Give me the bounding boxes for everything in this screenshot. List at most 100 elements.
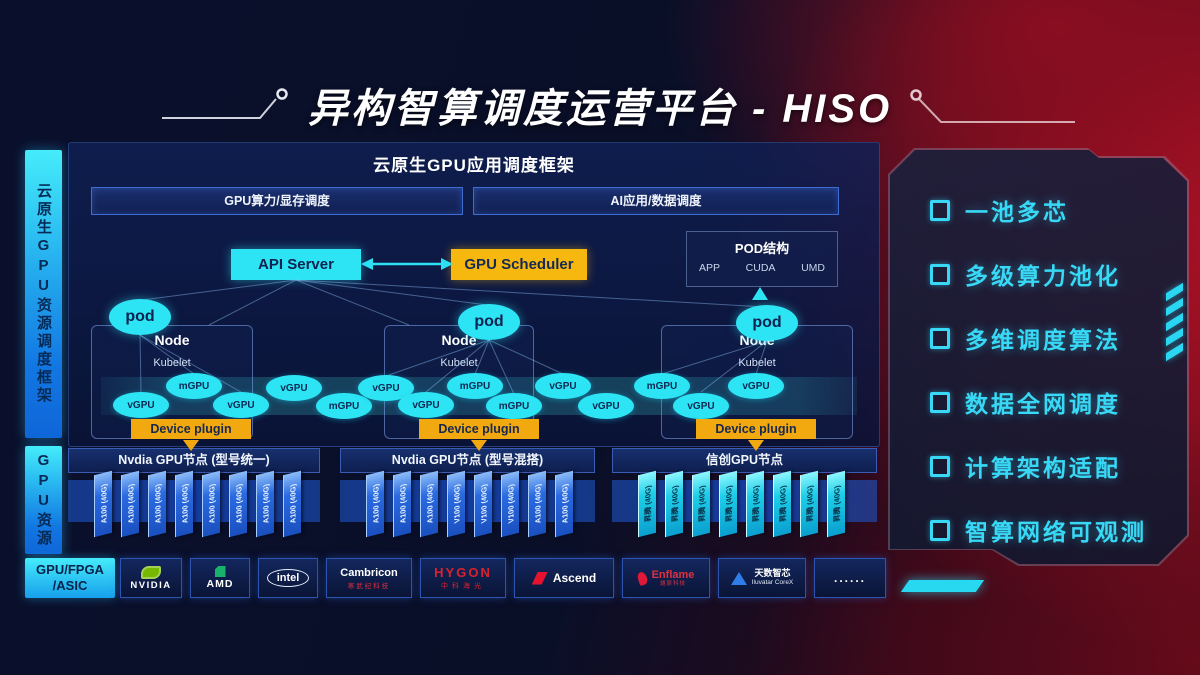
- pod-structure-box: POD结构 APP CUDA UMD: [686, 231, 838, 287]
- gpu-card: 昇腾 (40G): [746, 470, 764, 538]
- vgpu-ellipse: vGPU: [673, 393, 729, 419]
- gpu-scheduler-box: GPU Scheduler: [451, 249, 587, 280]
- vendor-name: Ascend: [552, 571, 597, 585]
- vendor-logo-hygon: HYGON 中科海光: [420, 558, 506, 598]
- sidebar-gpu-resources-label: GPU资源: [25, 446, 62, 554]
- kubelet-label: Kubelet: [440, 357, 478, 369]
- vendor-name: Enflame: [651, 568, 695, 581]
- vgpu-ellipse: vGPU: [398, 392, 454, 418]
- pod-structure-item: APP: [699, 262, 721, 274]
- mgpu-ellipse: mGPU: [486, 393, 542, 419]
- checkbox-icon: [930, 519, 950, 541]
- kubelet-label: Kubelet: [738, 357, 776, 369]
- checkbox-icon: [930, 199, 950, 221]
- feature-item: 一池多芯: [930, 196, 1147, 225]
- iluvatar-icon: [730, 571, 747, 585]
- nvidia-icon: [141, 565, 161, 579]
- gpu-card: 昇腾 (40G): [773, 470, 791, 538]
- hazard-stripes-icon: [1166, 282, 1183, 362]
- gpu-card: A100 (40G): [229, 470, 247, 538]
- vendor-logo-row: NVIDIA AMD intel Cambricon 寒武纪科技 HYGON 中科海光 Asc…: [120, 558, 886, 598]
- pod-structure-item: CUDA: [745, 262, 776, 274]
- device-plugin-box-3: Device plugin: [696, 419, 816, 439]
- feature-item: 数据全网调度: [930, 388, 1147, 417]
- gpu-section-mixed: Nvdia GPU节点 (型号混搭) A100 (40G) A100 (40G) A…: [340, 448, 595, 552]
- feature-item: 多维调度算法: [930, 324, 1147, 353]
- gpu-card: A100 (40G): [555, 470, 573, 538]
- feature-label: 一池多芯: [965, 199, 1069, 225]
- gpu-card: A100 (40G): [121, 470, 139, 538]
- framework-panel: 云原生GPU应用调度框架 GPU算力/显存调度 AI应用/数据调度 API Se…: [68, 142, 880, 451]
- checkbox-icon: [930, 391, 950, 413]
- pod-structure-title: POD结构: [734, 241, 790, 256]
- gpu-card: A100 (40G): [283, 470, 301, 538]
- feature-label: 数据全网调度: [965, 391, 1121, 417]
- pod-ellipse-3: pod: [736, 305, 798, 341]
- device-plugin-arrow-icon: [748, 440, 764, 451]
- device-plugin-arrow-icon: [471, 440, 487, 451]
- vendor-subtitle: Iluvatar CoreX: [751, 579, 794, 587]
- pod-to-podstructure-arrow-icon: [752, 287, 768, 300]
- vendor-logo-more: ......: [814, 558, 886, 598]
- scheduler-bar-ai: AI应用/数据调度: [473, 187, 839, 215]
- hardware-types-label: GPU/FPGA /ASIC: [25, 558, 115, 598]
- mgpu-ellipse: mGPU: [634, 373, 690, 399]
- vendor-name: intel: [266, 569, 310, 587]
- mgpu-ellipse: mGPU: [166, 373, 222, 399]
- pod-structure-item: UMD: [801, 262, 825, 274]
- gpu-card: A100 (40G): [94, 470, 112, 538]
- gpu-card: A100 (40G): [528, 470, 546, 538]
- vendor-logo-nvidia: NVIDIA: [120, 558, 182, 598]
- feature-label: 多级算力池化: [965, 263, 1121, 289]
- kubelet-label: Kubelet: [153, 357, 191, 369]
- vgpu-ellipse: vGPU: [728, 373, 784, 399]
- feature-item: 计算架构适配: [930, 452, 1147, 481]
- gpu-card: 昇腾 (40G): [692, 470, 710, 538]
- mgpu-ellipse: mGPU: [447, 373, 503, 399]
- framework-header: 云原生GPU应用调度框架: [373, 156, 575, 175]
- checkbox-icon: [930, 263, 950, 285]
- gpu-card: A100 (40G): [202, 470, 220, 538]
- feature-list: 一池多芯多级算力池化 多维调度算法 数据全网调度计算架构适配智算网络可观测: [930, 196, 1147, 545]
- pod-ellipse-1: pod: [109, 299, 171, 335]
- vendor-subtitle: 燧原科技: [659, 581, 686, 588]
- vendor-logo-iluvatar: 天数智芯 Iluvatar CoreX: [718, 558, 806, 598]
- vendor-logo-enflame: Enflame 燧原科技: [622, 558, 710, 598]
- feature-label: 智算网络可观测: [965, 519, 1147, 545]
- gpu-card: 昇腾 (40G): [827, 470, 845, 538]
- device-plugin-box-1: Device plugin: [131, 419, 251, 439]
- scheduler-bar-compute: GPU算力/显存调度: [91, 187, 463, 215]
- vendor-name: Cambricon: [340, 566, 398, 579]
- gpu-card: A100 (40G): [366, 470, 384, 538]
- vgpu-ellipse: vGPU: [213, 392, 269, 418]
- page-title: 异构智算调度运营平台 - HISO: [307, 87, 893, 131]
- mgpu-ellipse: mGPU: [316, 393, 372, 419]
- vgpu-ellipse: vGPU: [113, 392, 169, 418]
- vgpu-ellipse: vGPU: [578, 393, 634, 419]
- vgpu-ellipse: vGPU: [358, 375, 414, 401]
- gpu-section-header: Nvdia GPU节点 (型号混搭): [340, 448, 595, 473]
- feature-label: 多维调度算法: [965, 327, 1121, 353]
- device-plugin-box-2: Device plugin: [419, 419, 539, 439]
- vendor-name: ......: [833, 571, 866, 585]
- gpu-section-header: 信创GPU节点: [612, 448, 877, 473]
- gpu-section-xinchuang: 信创GPU节点 昇腾 (40G) 昇腾 (40G) 昇腾 (40G) 昇腾 (40G)…: [612, 448, 877, 552]
- pod-ellipse-2: pod: [458, 304, 520, 340]
- vendor-logo-cambricon: Cambricon 寒武纪科技: [326, 558, 412, 598]
- sidebar-framework-label: 云原生GPU资源调度框架: [25, 150, 62, 438]
- gpu-card: A100 (40G): [148, 470, 166, 538]
- node-label: Node: [154, 332, 190, 348]
- gpu-card: A100 (40G): [420, 470, 438, 538]
- checkbox-icon: [930, 327, 950, 349]
- gpu-card: 昇腾 (40G): [800, 470, 818, 538]
- vendor-name: AMD: [206, 578, 234, 590]
- amd-icon: [214, 566, 226, 577]
- gpu-card: A100 (40G): [175, 470, 193, 538]
- vendor-subtitle: 中科海光: [441, 583, 485, 590]
- connection-lines: [139, 258, 768, 395]
- api-server-box: API Server: [231, 249, 361, 280]
- vendor-name: HYGON: [434, 565, 492, 580]
- device-plugin-arrow-icon: [183, 440, 199, 451]
- gpu-card: V100 (40G): [474, 470, 492, 538]
- ascend-icon: [531, 571, 548, 585]
